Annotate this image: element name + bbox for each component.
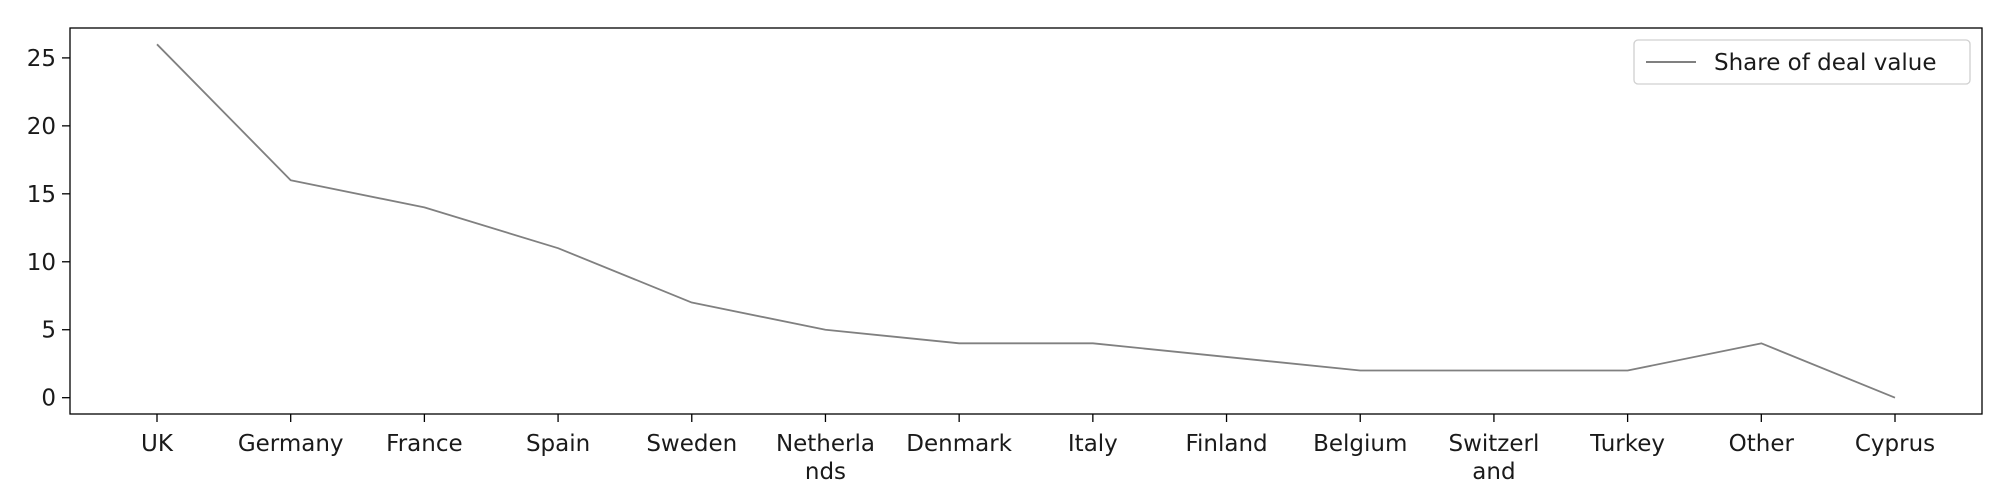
x-tick-label: Finland — [1185, 431, 1267, 457]
y-axis-ticks: 0 5 10 15 20 25 — [27, 46, 70, 412]
x-tick-label: Switzerl and — [1448, 431, 1539, 485]
legend-label: Share of deal value — [1714, 50, 1937, 76]
y-tick-label: 15 — [27, 182, 56, 208]
x-tick-label: Denmark — [906, 431, 1012, 457]
x-tick-label: Cyprus — [1855, 431, 1935, 457]
legend: Share of deal value — [1633, 39, 1971, 85]
plot-area-frame — [69, 27, 1983, 415]
y-tick-label: 0 — [41, 386, 56, 412]
x-tick-label: Other — [1729, 431, 1795, 457]
x-tick-label: UK — [141, 431, 174, 457]
y-tick-label: 20 — [27, 114, 56, 140]
x-tick-label: Belgium — [1313, 431, 1407, 457]
legend-box — [1633, 39, 1971, 85]
series-line-0 — [156, 43, 1896, 399]
y-tick-label: 5 — [41, 318, 56, 344]
x-tick-label: Netherla nds — [776, 431, 875, 485]
x-tick-label: France — [386, 431, 462, 457]
x-tick-label: Germany — [238, 431, 344, 457]
y-tick-label: 10 — [27, 250, 56, 276]
x-tick-label: Italy — [1068, 431, 1118, 457]
x-tick-label: Spain — [526, 431, 590, 457]
x-tick-label: Sweden — [646, 431, 737, 457]
x-tick-label: Turkey — [1589, 431, 1665, 457]
x-axis-ticks: UK Germany France Spain Sweden Netherla nds Den… — [141, 414, 1935, 485]
series-layer — [156, 43, 1896, 399]
y-tick-label: 25 — [27, 46, 56, 72]
